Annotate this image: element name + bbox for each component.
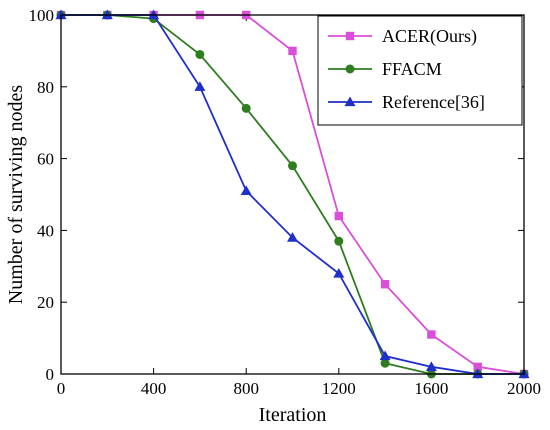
data-point xyxy=(148,9,160,20)
y-tick-label: 0 xyxy=(46,365,55,384)
x-tick-label: 1600 xyxy=(414,379,448,398)
legend-item: Reference[36] xyxy=(328,92,485,112)
legend-item: FFACM xyxy=(328,59,442,79)
legend-label: ACER(Ours) xyxy=(382,26,477,47)
legend-marker xyxy=(345,64,355,74)
x-tick-label: 2000 xyxy=(507,379,541,398)
data-point xyxy=(472,368,484,379)
y-tick-label: 60 xyxy=(37,150,54,169)
x-tick-label: 800 xyxy=(233,379,259,398)
legend-label: FFACM xyxy=(382,59,442,79)
data-point xyxy=(101,9,113,20)
data-point xyxy=(425,361,437,371)
data-point xyxy=(288,161,297,171)
x-axis-label: Iteration xyxy=(259,404,327,426)
data-point xyxy=(333,267,345,278)
legend-marker xyxy=(344,96,356,107)
axis-ticks: 0 400 800 1200 1600 2000 0 20 40 60 80 100 xyxy=(29,6,542,398)
y-tick-label: 80 xyxy=(37,78,54,97)
data-point xyxy=(287,232,298,242)
data-point xyxy=(379,350,391,361)
y-tick-label: 100 xyxy=(29,6,55,25)
data-point xyxy=(195,49,205,59)
plot-frame xyxy=(60,14,525,375)
data-point xyxy=(194,81,206,91)
legend: ACER(Ours) FFACM Reference[36] xyxy=(317,15,523,126)
y-tick-label: 40 xyxy=(37,221,54,240)
data-point xyxy=(380,358,390,368)
x-tick-label: 0 xyxy=(57,379,66,398)
data-point xyxy=(288,46,297,56)
y-tick-label: 20 xyxy=(37,293,54,312)
data-point xyxy=(427,330,436,339)
y-axis-label: Number of surviving nodes xyxy=(5,85,27,305)
legend-label: Reference[36] xyxy=(382,92,485,112)
x-tick-label: 1200 xyxy=(322,379,356,398)
legend-marker xyxy=(345,31,355,41)
data-point xyxy=(240,185,252,196)
data-point xyxy=(380,280,390,289)
x-tick-label: 400 xyxy=(141,379,167,398)
data-point xyxy=(334,236,344,246)
data-point xyxy=(241,103,251,113)
data-point xyxy=(473,362,482,372)
data-point xyxy=(334,211,343,221)
legend-item: ACER(Ours) xyxy=(328,26,477,47)
data-point xyxy=(55,9,67,20)
